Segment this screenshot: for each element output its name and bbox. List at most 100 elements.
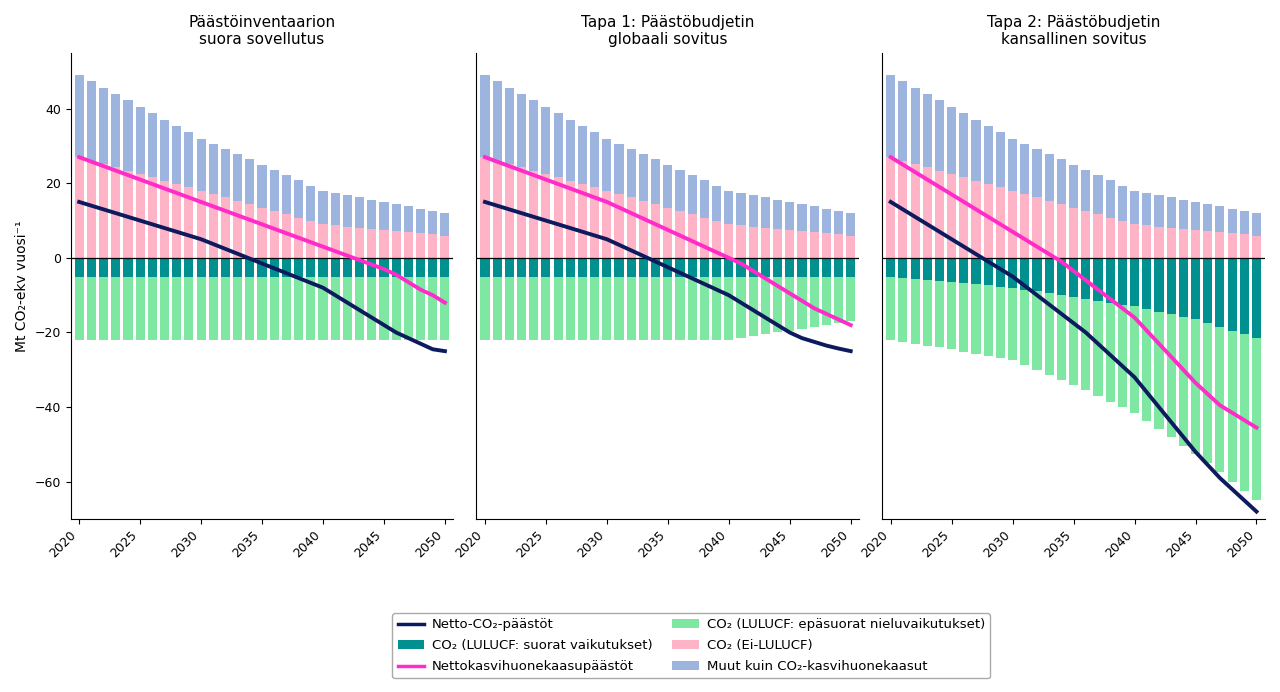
Bar: [1215, 232, 1225, 258]
Bar: [959, 283, 969, 352]
Bar: [282, 258, 291, 277]
Bar: [529, 277, 539, 340]
Bar: [553, 177, 563, 258]
Bar: [910, 279, 920, 344]
Bar: [627, 258, 636, 277]
Bar: [553, 113, 563, 177]
Bar: [663, 258, 672, 277]
Bar: [270, 170, 279, 211]
Bar: [923, 280, 932, 345]
Bar: [87, 277, 96, 340]
Bar: [749, 226, 758, 258]
Bar: [147, 113, 157, 177]
Bar: [687, 277, 696, 340]
Bar: [330, 258, 339, 277]
Bar: [972, 258, 980, 284]
Bar: [99, 88, 108, 164]
Bar: [111, 258, 120, 277]
Bar: [504, 258, 513, 277]
Bar: [1033, 197, 1042, 258]
Bar: [160, 277, 169, 340]
Bar: [1093, 301, 1102, 396]
Bar: [797, 277, 806, 329]
Bar: [959, 258, 969, 283]
Bar: [614, 144, 623, 194]
Bar: [246, 204, 255, 258]
Bar: [1142, 193, 1151, 226]
Bar: [663, 277, 672, 340]
Bar: [319, 224, 328, 258]
Bar: [1166, 314, 1176, 437]
Bar: [1057, 159, 1066, 204]
Bar: [639, 154, 648, 201]
Bar: [1190, 258, 1201, 320]
Bar: [233, 201, 242, 258]
Bar: [111, 277, 120, 340]
Bar: [1166, 228, 1176, 258]
Bar: [603, 258, 612, 277]
Bar: [493, 277, 502, 340]
Bar: [1057, 204, 1066, 258]
Bar: [663, 165, 672, 208]
Bar: [1215, 258, 1225, 327]
Bar: [1179, 317, 1188, 446]
Bar: [886, 258, 895, 277]
Bar: [319, 277, 328, 340]
Bar: [959, 177, 969, 258]
Bar: [87, 161, 96, 258]
Bar: [99, 258, 108, 277]
Bar: [160, 181, 169, 258]
Bar: [184, 277, 193, 340]
Bar: [392, 277, 401, 340]
Bar: [246, 258, 255, 277]
Bar: [1166, 258, 1176, 314]
Bar: [1190, 320, 1201, 454]
Bar: [1069, 297, 1078, 385]
Bar: [403, 277, 413, 340]
Bar: [614, 194, 623, 258]
Bar: [736, 277, 745, 338]
Bar: [403, 206, 413, 232]
Bar: [899, 82, 908, 161]
Bar: [197, 277, 206, 340]
Bar: [639, 277, 648, 340]
Bar: [1117, 185, 1126, 221]
Bar: [749, 277, 758, 336]
Bar: [1033, 258, 1042, 291]
Bar: [416, 233, 425, 258]
Bar: [797, 258, 806, 277]
Bar: [184, 188, 193, 258]
Bar: [541, 258, 550, 277]
Bar: [724, 277, 733, 340]
Bar: [760, 228, 771, 258]
Bar: [136, 107, 145, 174]
Bar: [123, 100, 133, 171]
Bar: [1009, 191, 1018, 258]
Bar: [480, 258, 489, 277]
Bar: [910, 258, 920, 279]
Bar: [590, 258, 599, 277]
Bar: [257, 277, 266, 340]
Bar: [724, 258, 733, 277]
Bar: [566, 181, 575, 258]
Bar: [160, 120, 169, 181]
Bar: [923, 167, 932, 258]
Bar: [736, 193, 745, 226]
Bar: [614, 258, 623, 277]
Bar: [428, 235, 438, 258]
Bar: [197, 138, 206, 191]
Bar: [724, 224, 733, 258]
Bar: [319, 191, 328, 224]
Bar: [910, 164, 920, 258]
Bar: [379, 277, 389, 340]
Bar: [1082, 170, 1091, 211]
Bar: [785, 202, 795, 230]
Bar: [577, 258, 588, 277]
Bar: [355, 277, 364, 340]
Bar: [1044, 154, 1053, 201]
Bar: [440, 277, 449, 340]
Bar: [1082, 299, 1091, 390]
Bar: [87, 258, 96, 277]
Bar: [282, 215, 291, 258]
Bar: [886, 157, 895, 258]
